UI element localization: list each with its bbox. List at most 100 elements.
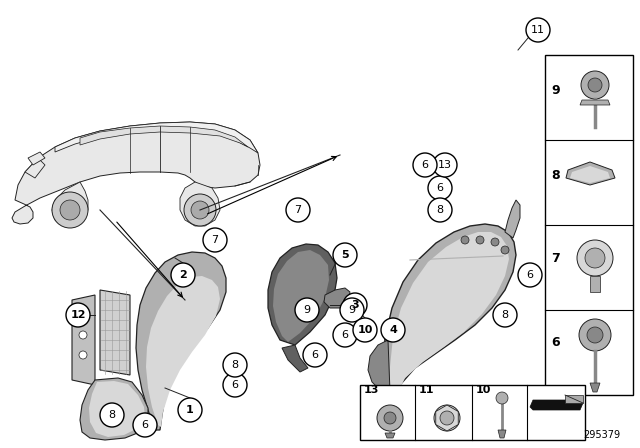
Circle shape [461,236,469,244]
Circle shape [518,263,542,287]
Circle shape [577,240,613,276]
Text: 11: 11 [531,25,545,35]
Polygon shape [324,288,350,308]
Polygon shape [580,100,610,105]
Circle shape [440,411,454,425]
Text: 8: 8 [232,360,239,370]
Polygon shape [530,400,583,410]
Text: 7: 7 [551,251,560,264]
Circle shape [353,318,377,342]
Circle shape [178,398,202,422]
Text: 8: 8 [551,168,559,181]
Circle shape [343,293,367,317]
Text: 9: 9 [303,305,310,315]
Circle shape [428,198,452,222]
Circle shape [295,298,319,322]
Text: 8: 8 [108,410,116,420]
Polygon shape [282,345,308,372]
Circle shape [526,18,550,42]
Circle shape [191,201,209,219]
Text: 10: 10 [357,325,372,335]
Text: 6: 6 [436,183,444,193]
Text: 2: 2 [179,270,187,280]
Circle shape [79,311,87,319]
Polygon shape [80,126,248,147]
Text: 8: 8 [501,310,509,320]
Circle shape [428,176,452,200]
Text: 6: 6 [342,330,349,340]
Circle shape [286,198,310,222]
Text: 6: 6 [551,336,559,349]
Circle shape [333,243,357,267]
Polygon shape [55,122,258,153]
Polygon shape [28,152,45,165]
Text: 6: 6 [232,380,239,390]
Polygon shape [100,290,130,375]
Circle shape [434,405,460,431]
Polygon shape [565,395,583,403]
Text: 9: 9 [348,305,356,315]
Polygon shape [590,383,600,392]
Polygon shape [498,430,506,438]
Polygon shape [268,244,337,345]
Circle shape [66,303,90,327]
Text: 5: 5 [341,250,349,260]
Polygon shape [390,232,509,425]
Text: 13: 13 [364,385,380,395]
Text: 12: 12 [70,310,86,320]
Text: 7: 7 [211,235,219,245]
Circle shape [433,153,457,177]
Polygon shape [52,182,88,225]
Text: 1: 1 [186,405,194,415]
Circle shape [340,298,364,322]
Polygon shape [368,340,390,392]
FancyBboxPatch shape [590,276,600,292]
Circle shape [381,318,405,342]
Text: 9: 9 [551,83,559,96]
Text: 10: 10 [476,385,492,395]
Polygon shape [25,158,45,178]
Polygon shape [383,224,516,430]
Polygon shape [12,122,260,224]
FancyBboxPatch shape [545,55,633,395]
Polygon shape [80,378,148,440]
Circle shape [579,319,611,351]
Text: 295379: 295379 [583,430,620,440]
Text: 6: 6 [422,160,429,170]
Circle shape [133,413,157,437]
Circle shape [501,246,509,254]
Circle shape [79,331,87,339]
Circle shape [203,228,227,252]
Circle shape [223,373,247,397]
Polygon shape [146,276,220,427]
Circle shape [587,327,603,343]
Circle shape [585,248,605,268]
Circle shape [100,403,124,427]
Text: 11: 11 [419,385,435,395]
Polygon shape [273,250,329,342]
Polygon shape [180,182,220,226]
Polygon shape [72,295,95,385]
Polygon shape [505,200,520,238]
Text: 13: 13 [438,160,452,170]
Text: 6: 6 [312,350,319,360]
Circle shape [493,303,517,327]
Polygon shape [566,162,615,185]
Circle shape [79,351,87,359]
Circle shape [476,236,484,244]
Polygon shape [570,166,610,183]
Circle shape [184,194,216,226]
Text: 6: 6 [141,420,148,430]
Circle shape [588,78,602,92]
Text: 8: 8 [436,205,444,215]
Circle shape [496,392,508,404]
Polygon shape [89,381,145,437]
Polygon shape [136,252,226,430]
FancyBboxPatch shape [360,385,585,440]
Circle shape [333,323,357,347]
Polygon shape [385,433,395,438]
Text: 4: 4 [389,325,397,335]
Text: 3: 3 [351,300,359,310]
Circle shape [581,71,609,99]
Circle shape [60,200,80,220]
